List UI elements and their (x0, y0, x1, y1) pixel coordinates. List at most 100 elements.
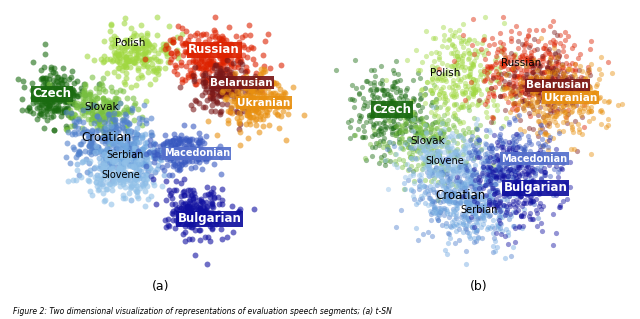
Point (106, 36, 116, 41)
Point (175, 150, 186, 155)
Point (417, 133, 427, 138)
Point (570, 68, 580, 73)
Point (470, 206, 481, 211)
Point (132, 65, 143, 70)
Point (428, 104, 438, 109)
Point (420, 144, 430, 149)
Point (201, 156, 211, 161)
Point (90, 107, 100, 112)
Point (443, 145, 453, 150)
Point (172, 34, 182, 40)
Point (60, 97, 70, 102)
Point (417, 129, 428, 134)
Point (360, 79, 371, 84)
Point (102, 165, 112, 170)
Point (369, 122, 380, 127)
Point (451, 206, 461, 211)
Point (233, 62, 243, 67)
Text: Macedonian: Macedonian (501, 153, 567, 164)
Point (53, 108, 63, 113)
Point (450, 47, 460, 52)
Point (374, 109, 385, 114)
Point (377, 78, 387, 83)
Point (495, 214, 505, 219)
Point (467, 210, 477, 215)
Point (468, 179, 479, 184)
Point (40, 100, 51, 105)
Point (111, 180, 122, 185)
Point (369, 79, 379, 84)
Point (543, 85, 554, 90)
Point (453, 222, 463, 227)
Point (194, 159, 204, 164)
Point (494, 167, 504, 172)
Point (481, 212, 492, 218)
Point (396, 135, 406, 140)
Point (224, 25, 234, 30)
Point (225, 109, 235, 114)
Point (80, 103, 90, 108)
Point (496, 144, 506, 149)
Point (401, 113, 412, 118)
Point (559, 97, 570, 102)
Point (481, 134, 491, 139)
Point (586, 38, 596, 43)
Point (116, 174, 126, 179)
Point (146, 56, 156, 61)
Point (490, 190, 500, 195)
Point (68, 146, 79, 151)
Point (170, 143, 180, 148)
Point (132, 131, 143, 137)
Point (205, 192, 215, 197)
Point (232, 94, 242, 100)
Point (538, 93, 548, 98)
Point (102, 158, 112, 163)
Point (95, 117, 105, 122)
Point (137, 134, 147, 139)
Point (447, 191, 458, 196)
Point (531, 102, 541, 108)
Point (513, 30, 524, 35)
Point (105, 28, 115, 33)
Point (561, 88, 572, 93)
Point (417, 59, 427, 64)
Point (195, 50, 205, 55)
Point (226, 92, 236, 97)
Point (460, 165, 470, 170)
Point (463, 104, 473, 109)
Point (111, 140, 121, 145)
Point (223, 76, 233, 81)
Point (487, 169, 497, 174)
Point (511, 93, 522, 99)
Point (99, 125, 109, 130)
Point (239, 83, 249, 88)
Point (452, 49, 462, 55)
Point (465, 180, 476, 185)
Point (458, 222, 468, 227)
Point (49, 127, 60, 132)
Point (79, 102, 90, 107)
Point (149, 152, 159, 157)
Point (139, 160, 149, 165)
Point (449, 188, 460, 193)
Point (61, 123, 71, 128)
Point (374, 127, 385, 132)
Point (223, 58, 234, 63)
Point (576, 87, 586, 93)
Point (506, 29, 516, 34)
Point (139, 57, 149, 62)
Point (433, 151, 443, 156)
Point (436, 165, 447, 170)
Point (33, 90, 44, 95)
Point (411, 124, 421, 129)
Point (524, 32, 534, 37)
Point (131, 45, 141, 50)
Point (95, 181, 105, 186)
Point (90, 165, 100, 170)
Point (172, 149, 182, 154)
Point (132, 56, 143, 61)
Point (409, 197, 419, 202)
Point (145, 138, 156, 143)
Point (508, 65, 518, 70)
Point (536, 220, 546, 226)
